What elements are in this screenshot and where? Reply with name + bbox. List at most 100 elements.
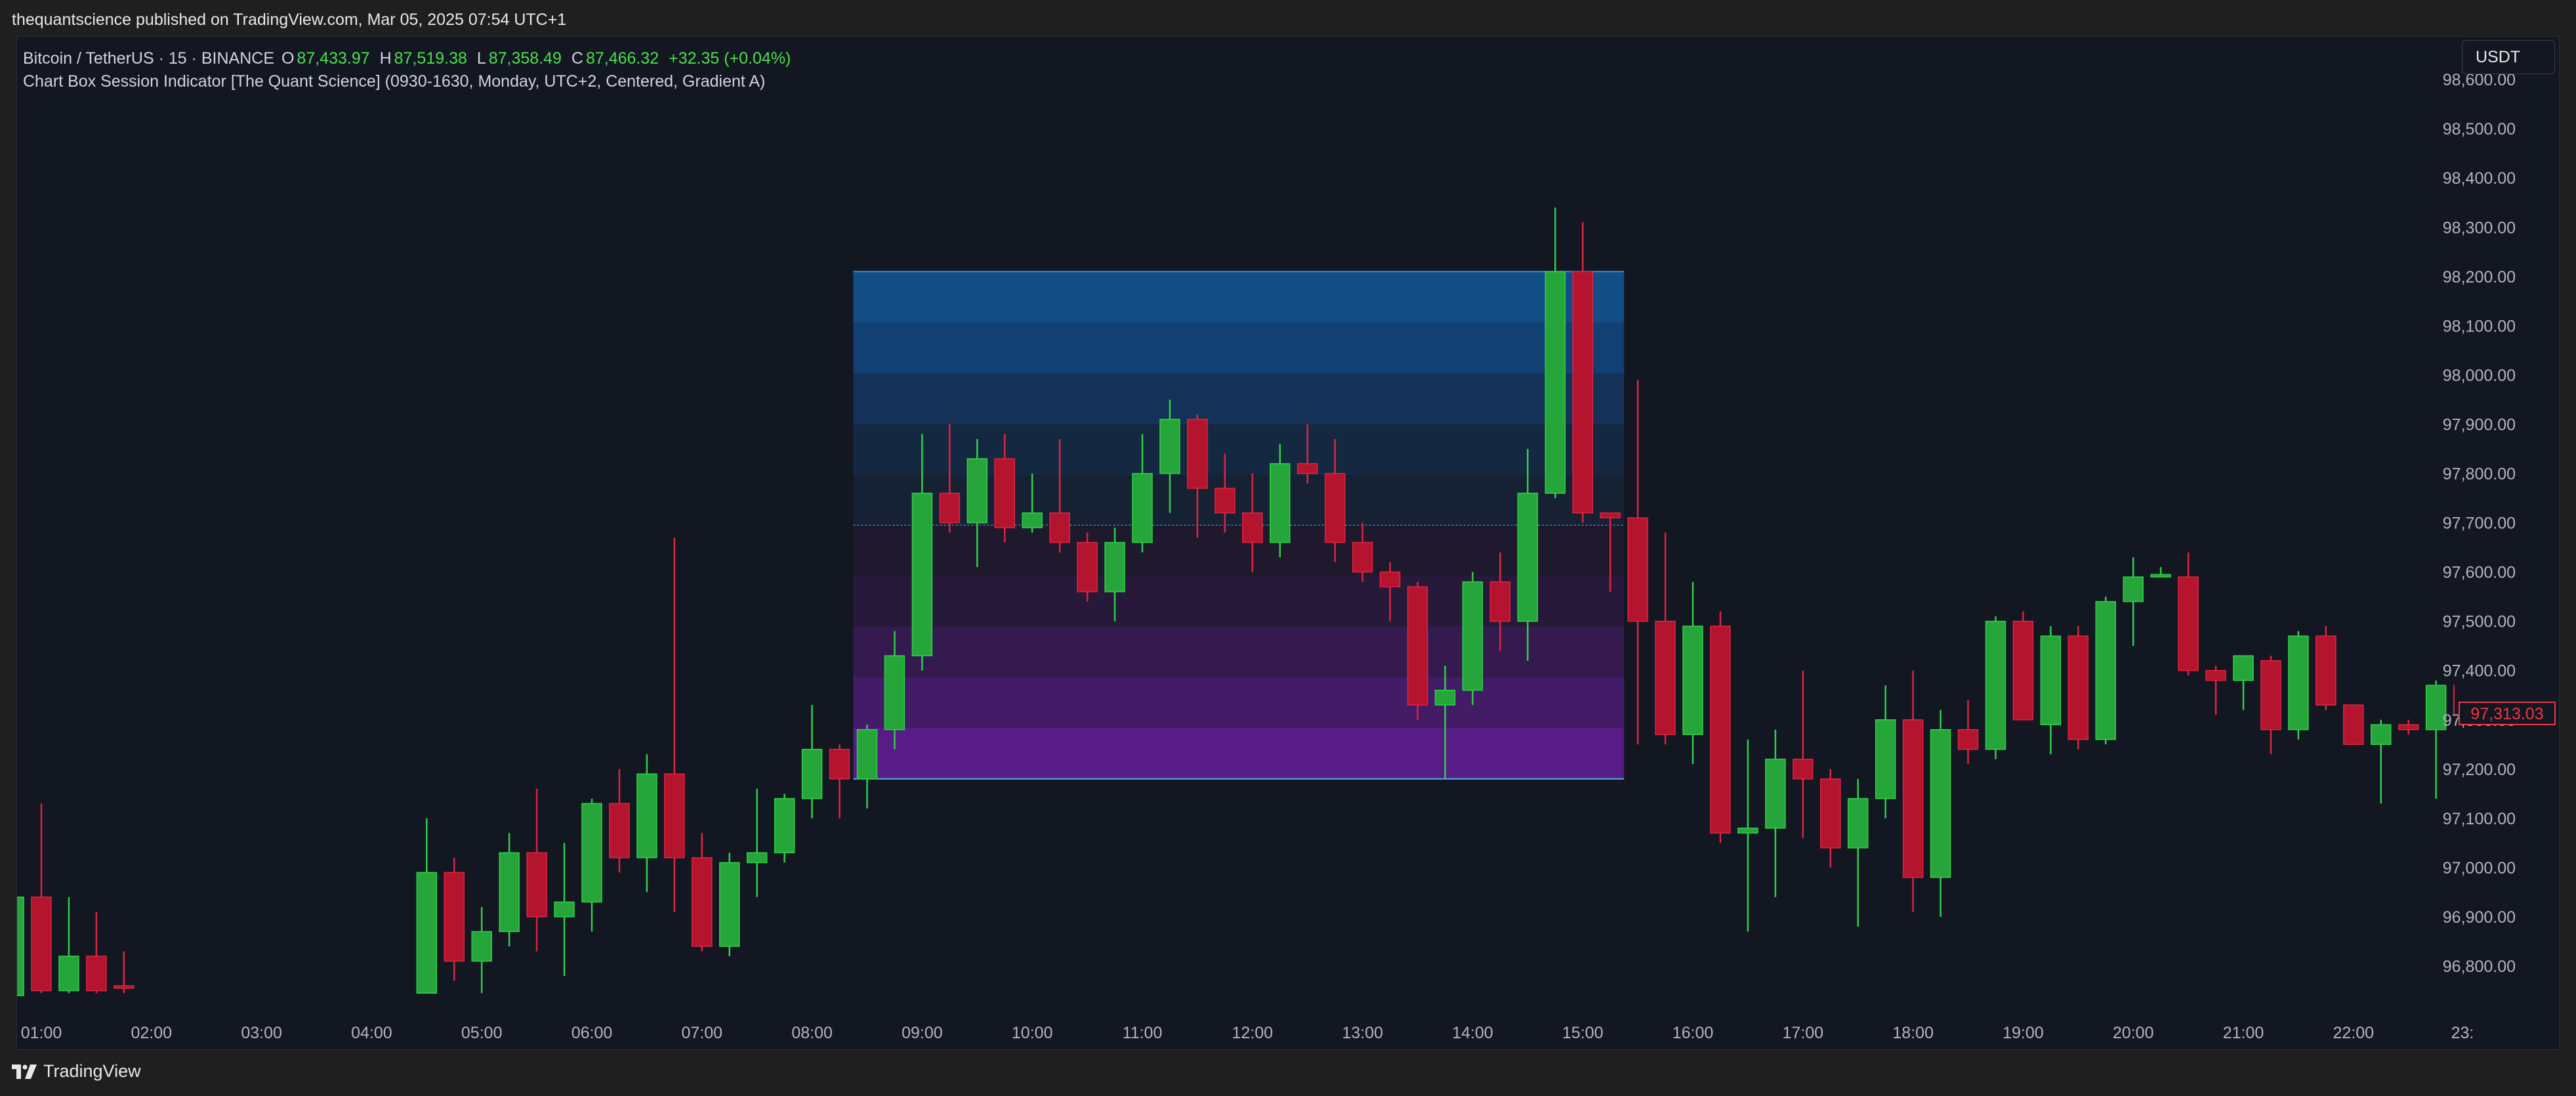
price-tick-label: 97,800.00 — [2443, 465, 2516, 484]
session-box-band — [853, 626, 1625, 678]
price-tick-label: 98,200.00 — [2443, 268, 2516, 286]
candle-down — [1242, 473, 1263, 572]
high-label: H — [379, 49, 392, 68]
candle-down — [1710, 611, 1731, 843]
candle-up — [1517, 448, 1539, 661]
time-axis[interactable]: 01:00 02:00 03:00 04:00 05:00 06:00 07:00 08:00… — [21, 1024, 2474, 1042]
candle-down — [1572, 222, 1593, 523]
candle-up — [966, 438, 988, 568]
candle-down — [2398, 719, 2419, 735]
candle-down — [1215, 453, 1236, 533]
candle-down — [2067, 626, 2089, 749]
price-tick-label: 97,200.00 — [2443, 761, 2516, 779]
candle-up — [1737, 739, 1758, 932]
candle-down — [829, 744, 850, 818]
candle-up — [1765, 729, 1786, 897]
candle-down — [1627, 379, 1648, 745]
tradingview-brand: TradingView — [43, 1061, 141, 1081]
candle-up — [416, 818, 438, 994]
candle-up — [774, 793, 795, 863]
indicator-title[interactable]: Chart Box Session Indicator [The Quant S… — [23, 72, 766, 91]
price-axis[interactable]: 96,800.00 96,900.00 97,000.00 97,100.00 97,2… — [2443, 71, 2516, 976]
last-price-box — [2459, 701, 2556, 725]
session-box-band — [853, 322, 1625, 373]
candle-down — [939, 424, 961, 533]
time-tick-label: 06:00 — [571, 1024, 613, 1042]
candle-down — [2012, 611, 2034, 721]
candle-down — [1489, 552, 1511, 651]
candle-up — [1104, 528, 1125, 622]
time-tick-label: 14:00 — [1452, 1024, 1493, 1042]
candle-down — [1957, 700, 1979, 765]
candle-up — [2425, 680, 2447, 799]
time-tick-label: 19:00 — [2003, 1024, 2044, 1042]
candle-down — [1600, 512, 1621, 592]
candle-down — [1077, 532, 1098, 602]
candle-up — [2371, 719, 2392, 804]
candle-down — [1049, 438, 1070, 553]
time-tick-label: 13:00 — [1342, 1024, 1383, 1042]
candle-up — [801, 705, 823, 818]
time-tick-label: 01:00 — [21, 1024, 62, 1042]
candle-down — [609, 769, 630, 873]
session-box-band — [853, 677, 1625, 729]
publisher-caption: thequantscience published on TradingView… — [12, 11, 567, 29]
price-tick-label: 96,800.00 — [2443, 958, 2516, 976]
time-tick-label: 21:00 — [2223, 1024, 2264, 1042]
session-box — [853, 270, 1625, 780]
time-tick-label: 10:00 — [1012, 1024, 1053, 1042]
time-tick-label: 05:00 — [461, 1024, 503, 1042]
candle-down — [1379, 562, 1401, 622]
time-tick-label: 23: — [2451, 1024, 2474, 1042]
time-tick-label: 12:00 — [1232, 1024, 1274, 1042]
candle-down — [994, 434, 1015, 543]
open-value: 87,433.97 — [297, 49, 370, 68]
candle-down — [2343, 704, 2364, 746]
time-tick-label: 08:00 — [791, 1024, 833, 1042]
currency-button[interactable]: USDT — [2462, 40, 2555, 74]
candle-up — [1875, 685, 1896, 818]
last-price-label: 97,313.03 — [2470, 705, 2543, 723]
time-tick-label: 02:00 — [131, 1024, 173, 1042]
price-tick-label: 97,500.00 — [2443, 613, 2516, 631]
candle-up — [17, 896, 24, 996]
top-bar: thequantscience published on TradingView… — [0, 0, 2576, 36]
candle-up — [58, 896, 79, 994]
chart-legend: Bitcoin / TetherUS · 15 · BINANCE O 87,43… — [23, 47, 793, 93]
last-price-tag: 97,313.03 — [2459, 701, 2556, 725]
time-tick-label: 16:00 — [1672, 1024, 1714, 1042]
price-tick-label: 97,700.00 — [2443, 515, 2516, 533]
candle-down — [1793, 670, 1814, 838]
candle-down — [526, 788, 547, 952]
time-tick-label: 20:00 — [2113, 1024, 2154, 1042]
candle-up — [2040, 626, 2062, 755]
tradingview-logo-icon — [12, 1064, 37, 1079]
chart-area[interactable] — [16, 36, 2560, 1050]
candle-up — [636, 754, 657, 893]
candle-down — [2316, 626, 2337, 710]
candle-up — [1545, 207, 1566, 499]
candle-down — [1902, 670, 1924, 912]
candle-up — [884, 631, 905, 749]
candle-up — [1159, 399, 1180, 513]
session-box-band — [853, 271, 1625, 323]
candle-down — [31, 803, 52, 994]
candle-down — [2260, 656, 2281, 755]
price-tick-label: 98,000.00 — [2443, 366, 2516, 385]
candle-up — [1985, 616, 2006, 759]
candle-up — [581, 798, 602, 932]
candle-up — [2233, 655, 2254, 710]
candle-down — [692, 833, 713, 952]
tradingview-logo[interactable]: TradingView — [12, 1061, 141, 1082]
symbol-name[interactable]: Bitcoin / TetherUS · 15 · BINANCE — [23, 49, 275, 68]
candle-up — [2123, 557, 2144, 646]
price-tick-label: 98,100.00 — [2443, 317, 2516, 335]
price-tick-label: 97,100.00 — [2443, 810, 2516, 828]
high-value: 87,519.38 — [394, 49, 467, 68]
time-tick-label: 22:00 — [2333, 1024, 2375, 1042]
candle-down — [2205, 665, 2226, 715]
candle-up — [746, 788, 768, 897]
low-label: L — [476, 49, 486, 68]
session-box-band — [853, 373, 1625, 425]
